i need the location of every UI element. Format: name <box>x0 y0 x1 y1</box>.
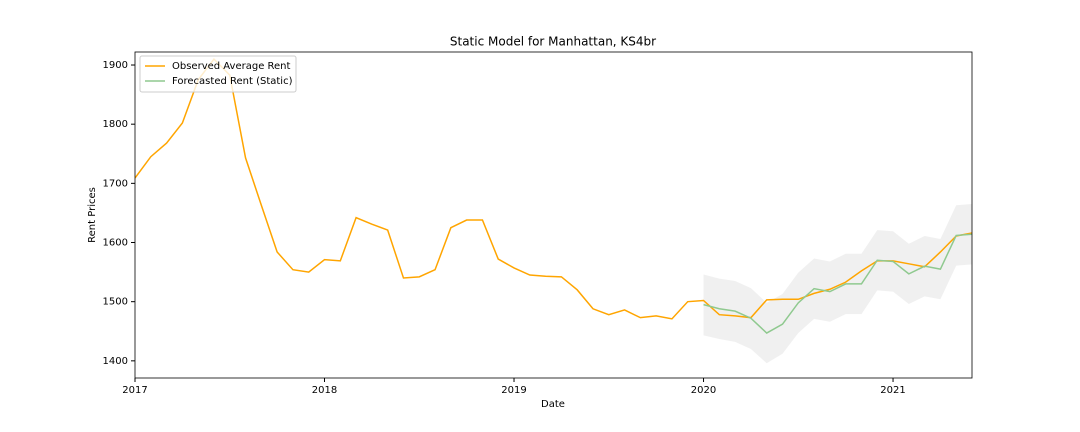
line-series <box>703 233 972 334</box>
x-tick-label: 2018 <box>312 385 337 396</box>
legend-box <box>139 55 297 93</box>
plot-area <box>135 57 972 364</box>
plot-frame <box>134 51 973 379</box>
y-tick-label: 1600 <box>103 238 128 249</box>
y-axis-label: Rent Prices <box>87 187 98 243</box>
y-tick-label: 1800 <box>103 119 128 130</box>
x-tick-label: 2020 <box>691 385 716 396</box>
x-tick-label: 2021 <box>880 385 905 396</box>
legend-label: Observed Average Rent <box>172 61 291 72</box>
y-tick-label: 1400 <box>103 356 128 367</box>
x-tick-label: 2017 <box>122 385 147 396</box>
confidence-band <box>703 204 972 364</box>
x-tick-label: 2019 <box>501 385 526 396</box>
legend-label: Forecasted Rent (Static) <box>172 76 293 87</box>
x-axis-label: Date <box>541 399 565 410</box>
line-series <box>135 57 972 320</box>
y-tick-label: 1700 <box>103 178 128 189</box>
y-tick-label: 1900 <box>103 60 128 71</box>
chart-title: Static Model for Manhattan, KS4br <box>450 35 656 49</box>
y-tick-label: 1500 <box>103 297 128 308</box>
